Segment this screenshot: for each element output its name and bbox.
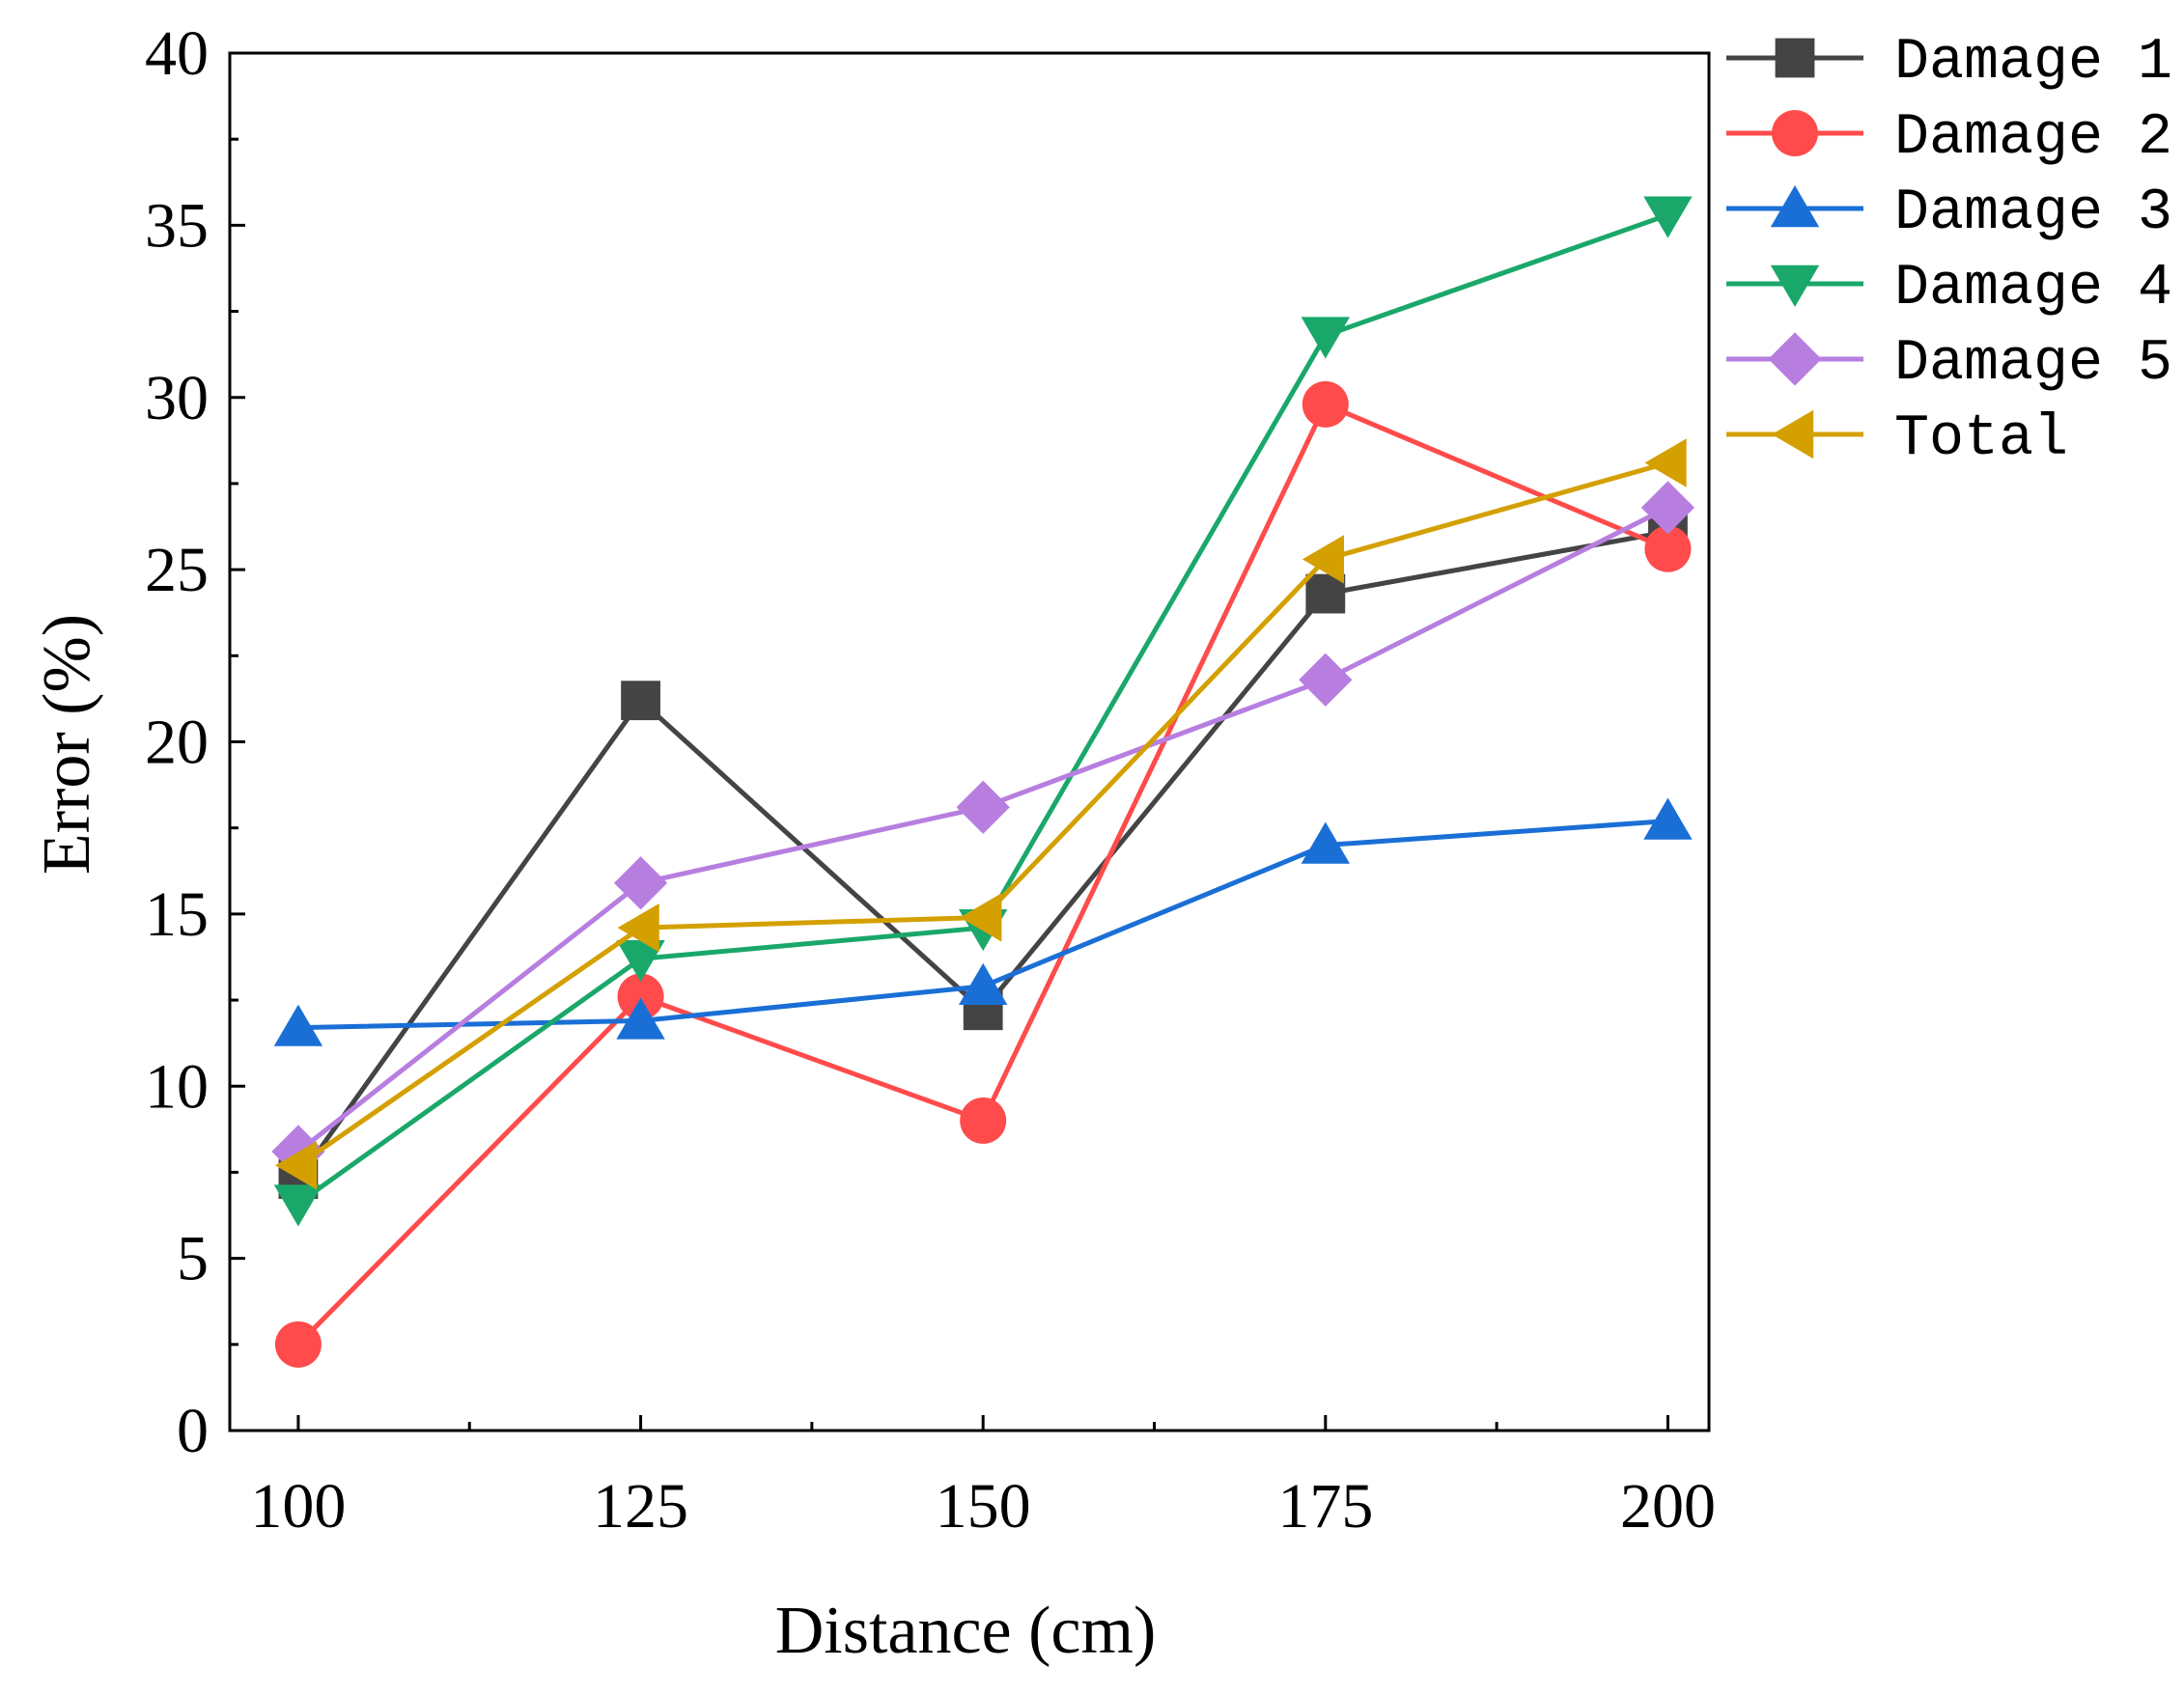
y-tick-label: 5 xyxy=(177,1224,209,1294)
data-point xyxy=(274,1321,322,1368)
data-point xyxy=(1644,438,1687,487)
data-point xyxy=(1302,535,1345,584)
legend-marker xyxy=(1768,332,1822,386)
legend-item: Damage 5 xyxy=(1726,331,2172,397)
x-tick-label: 100 xyxy=(250,1471,346,1542)
legend-label: Damage 4 xyxy=(1894,256,2172,321)
data-point xyxy=(617,973,664,1020)
series-damage-2 xyxy=(274,380,1692,1368)
y-tick-label: 10 xyxy=(145,1051,209,1122)
data-point xyxy=(1302,380,1349,428)
x-tick-label: 150 xyxy=(936,1471,1031,1542)
data-point xyxy=(1305,573,1346,614)
y-tick-label: 20 xyxy=(145,708,209,778)
data-point xyxy=(1643,797,1693,840)
legend-label: Damage 5 xyxy=(1894,331,2172,397)
series-line xyxy=(296,212,1669,1206)
data-point xyxy=(273,1184,323,1227)
data-point xyxy=(960,1097,1007,1144)
data-point xyxy=(616,997,665,1040)
data-point xyxy=(617,903,659,953)
legend-label: Damage 3 xyxy=(1894,181,2172,246)
data-point xyxy=(956,780,1010,834)
x-axis-title: Distance (cm) xyxy=(775,1594,1157,1668)
plot-area xyxy=(228,51,1711,1432)
legend-marker xyxy=(1775,38,1815,78)
data-point xyxy=(958,962,1008,1005)
data-point xyxy=(273,1004,323,1046)
legend-item: Damage 3 xyxy=(1726,181,2172,246)
series-damage-1 xyxy=(278,512,1688,1199)
legend-marker xyxy=(1770,264,1820,307)
legend-label: Total xyxy=(1894,406,2068,472)
axis-ticks: 0 5 10 15 20 25 30 35 40 100 125 150 175 200 xyxy=(145,18,1716,1542)
series-damage-4 xyxy=(273,196,1693,1227)
legend-item: Damage 1 xyxy=(1726,30,2172,96)
plot-border xyxy=(228,51,1711,1432)
legend-label: Damage 2 xyxy=(1894,105,2172,171)
series-damage-5 xyxy=(271,481,1695,1179)
y-tick-label: 25 xyxy=(145,535,209,605)
legend: Damage 1 Damage 2 Damage 3 Damage 4 Damage 5… xyxy=(1726,30,2172,472)
series-line xyxy=(296,402,1669,1347)
x-tick-label: 200 xyxy=(1620,1471,1716,1542)
data-point xyxy=(1301,317,1351,359)
legend-marker xyxy=(1772,110,1818,156)
legend-item: Damage 4 xyxy=(1726,256,2172,321)
y-tick-label: 0 xyxy=(177,1396,209,1466)
data-point xyxy=(1299,653,1353,707)
y-tick-label: 35 xyxy=(145,190,209,261)
y-tick-label: 15 xyxy=(145,879,209,950)
y-tick-label: 40 xyxy=(145,18,209,89)
data-point xyxy=(1640,481,1695,535)
data-point xyxy=(960,893,1002,942)
series-damage-3 xyxy=(273,797,1693,1046)
data-point xyxy=(274,1141,318,1190)
data-point xyxy=(1301,821,1351,864)
y-tick-label: 30 xyxy=(145,363,209,433)
legend-marker xyxy=(1770,185,1820,228)
data-point xyxy=(621,681,660,721)
series-layer xyxy=(271,196,1695,1368)
data-point xyxy=(616,940,665,983)
legend-marker xyxy=(1772,409,1814,459)
legend-label: Damage 1 xyxy=(1894,30,2172,96)
x-tick-label: 125 xyxy=(593,1471,688,1542)
data-point xyxy=(1643,196,1693,238)
data-point xyxy=(613,856,668,910)
legend-item: Damage 2 xyxy=(1726,105,2172,171)
series-total xyxy=(274,438,1687,1190)
series-line xyxy=(295,529,1668,1182)
y-axis-title: Error (%) xyxy=(30,614,104,875)
legend-item: Total xyxy=(1726,406,2068,472)
data-point xyxy=(1644,525,1692,572)
x-tick-label: 175 xyxy=(1277,1471,1373,1542)
data-point xyxy=(271,1125,325,1179)
